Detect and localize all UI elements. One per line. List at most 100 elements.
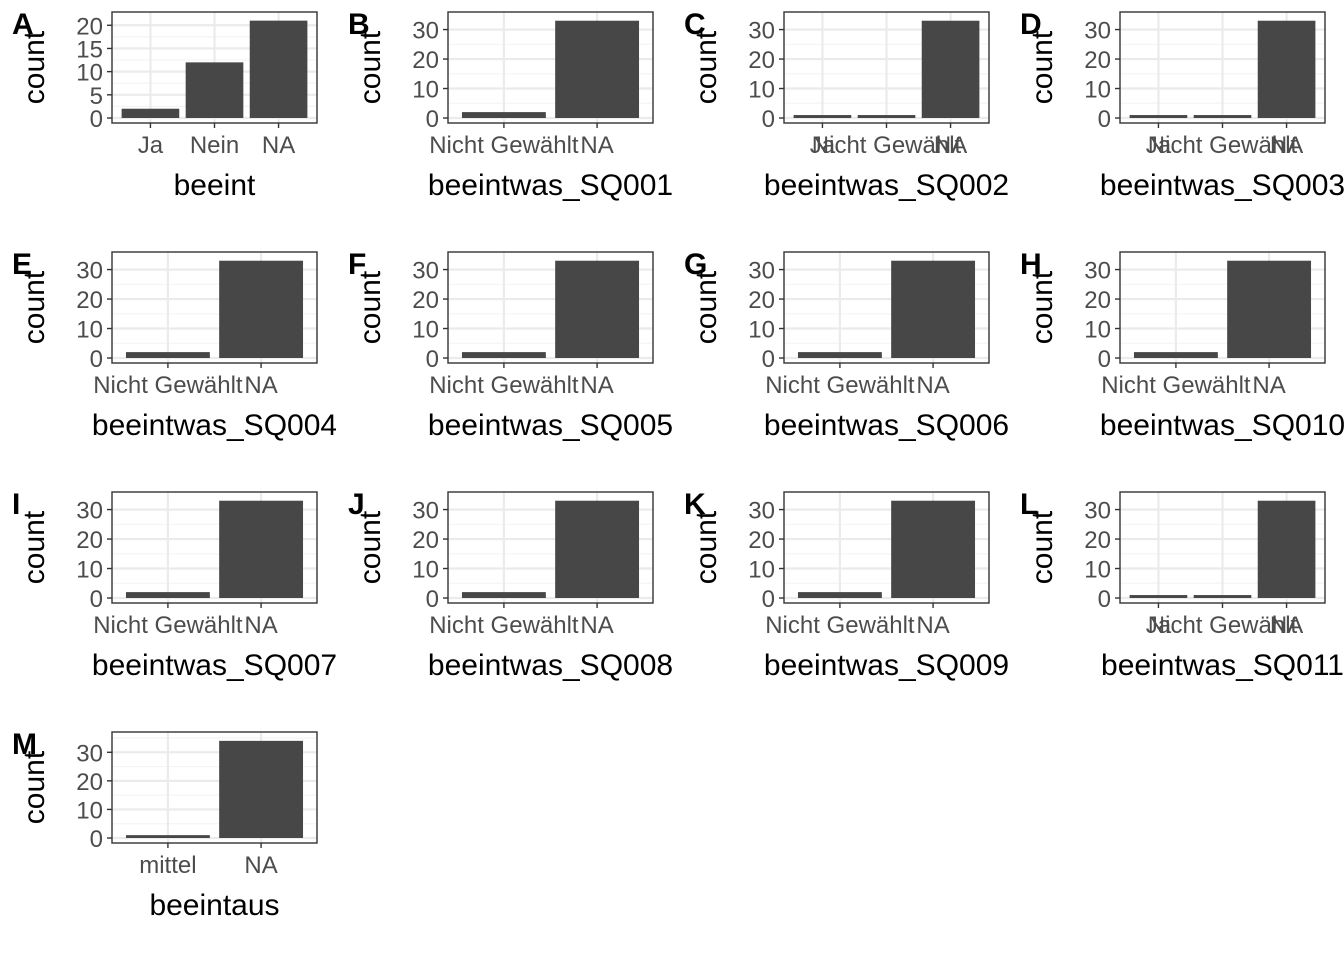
x-tick-label: NA [262,132,295,159]
x-tick-label: Nicht Gewählt [1148,132,1298,159]
y-tick-label: 20 [748,47,775,74]
x-axis-title: beeintwas_SQ006 [764,409,1009,442]
y-tick-label: 10 [1084,317,1111,344]
panel-tag: I [12,488,20,521]
y-tick-label: 10 [76,60,103,87]
y-tick-label: 20 [412,47,439,74]
bar-nicht-gewählt [461,112,546,118]
y-tick-label: 10 [1084,77,1111,104]
x-axis-title: beeintwas_SQ011 [1101,649,1344,682]
y-tick-label: 10 [748,77,775,104]
y-tick-label: 30 [412,498,439,525]
y-tick-label: 0 [762,346,775,373]
bar-nicht-gewählt [857,115,916,118]
y-axis-title: count [354,270,387,344]
panel-tag: K [684,488,706,521]
panel-tag: B [348,8,370,41]
y-tick-label: 10 [1084,557,1111,584]
y-tick-label: 10 [76,557,103,584]
bar-ja [1129,595,1188,598]
y-tick-label: 0 [1098,106,1111,133]
y-tick-label: 15 [76,36,103,63]
x-axis-title: beeintwas_SQ002 [764,169,1009,202]
panel-border [783,251,990,364]
y-tick-label: 30 [412,258,439,285]
y-tick-label: 0 [1098,346,1111,373]
y-tick-label: 20 [748,527,775,554]
y-axis-title: count [1026,510,1059,584]
panel-tag: J [348,488,365,521]
y-tick-label: 0 [762,106,775,133]
x-tick-label: Nicht Gewählt [93,372,243,399]
x-axis-title: beeintwas_SQ007 [92,649,337,682]
y-tick-label: 30 [412,18,439,45]
y-axis-title: count [354,510,387,584]
x-tick-label: NA [916,372,949,399]
bar-na [249,20,308,118]
x-tick-label: Nicht Gewählt [429,132,579,159]
panel-tag: L [1020,488,1038,521]
bar-nicht-gewählt [461,352,546,358]
x-axis-title: beeint [174,169,256,202]
y-tick-label: 20 [412,287,439,314]
x-tick-label: NA [244,612,277,639]
x-tick-label: NA [580,372,613,399]
x-tick-label: NA [1270,132,1303,159]
x-tick-label: NA [916,612,949,639]
y-axis-title: count [18,270,51,344]
y-tick-label: 30 [748,258,775,285]
y-tick-label: 0 [90,106,103,133]
x-tick-label: NA [244,852,277,879]
y-tick-label: 10 [412,77,439,104]
panel-border [111,491,318,604]
y-tick-label: 30 [76,258,103,285]
panel-tag: G [684,248,707,281]
x-tick-label: NA [1252,372,1285,399]
bar-na [891,500,976,598]
y-tick-label: 20 [76,769,103,796]
panel-border [447,11,654,124]
x-tick-label: Nein [190,132,239,159]
y-tick-label: 30 [1084,18,1111,45]
y-tick-label: 0 [90,346,103,373]
bar-na [219,260,304,358]
bar-na [1257,20,1316,118]
bar-na [555,20,640,118]
y-axis-title: count [18,510,51,584]
x-tick-label: NA [934,132,967,159]
bar-nicht-gewählt [797,592,882,598]
bar-nicht-gewählt [1193,595,1252,598]
x-tick-label: Nicht Gewählt [812,132,962,159]
bar-ja [1129,115,1188,118]
x-axis-title: beeintaus [149,889,279,922]
panel-border [447,491,654,604]
y-tick-label: 0 [762,586,775,613]
y-axis-title: count [18,750,51,824]
y-tick-label: 30 [76,740,103,767]
bar-ja [793,115,852,118]
y-axis-title: count [690,510,723,584]
y-axis-title: count [18,30,51,104]
y-tick-label: 5 [90,83,103,110]
y-axis-title: count [354,30,387,104]
panel-tag: E [12,248,32,281]
bar-na [891,260,976,358]
bar-nicht-gewählt [125,592,210,598]
y-tick-label: 0 [90,826,103,853]
x-tick-label: Ja [138,132,164,159]
y-tick-label: 30 [1084,258,1111,285]
x-tick-label: Ja [1146,132,1172,159]
x-tick-label: Nicht Gewählt [765,612,915,639]
y-axis-title: count [1026,270,1059,344]
